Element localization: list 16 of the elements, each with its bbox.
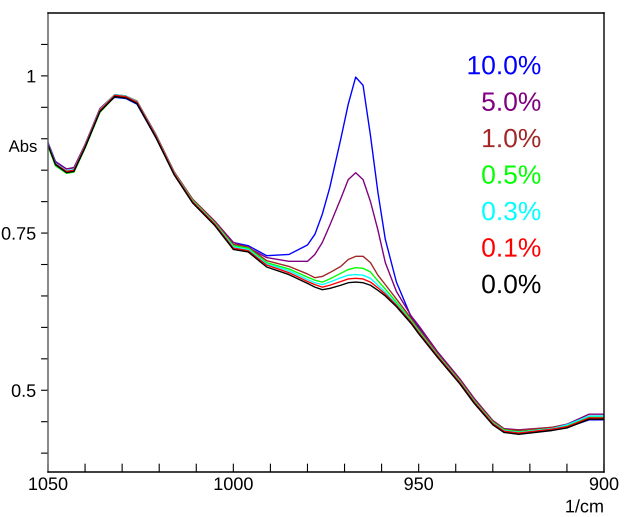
- text: 5.0%: [482, 92, 540, 111]
- y-axis-title: Abs: [8, 140, 37, 152]
- x-tick-label: 900: [590, 477, 618, 490]
- y-tick-label: 0.5: [12, 384, 36, 397]
- x-tick-label: 1050: [29, 477, 68, 490]
- x-tick-label: 1000: [214, 477, 253, 490]
- text: 10.0%: [468, 56, 540, 74]
- text: 0.1%: [482, 238, 540, 257]
- x-tick-label: 950: [404, 477, 434, 490]
- text: 1.0%: [483, 128, 540, 148]
- text: 0.5%: [482, 165, 540, 184]
- text: 0.0%: [482, 274, 540, 294]
- x-axis-title: 1/cm: [566, 499, 603, 513]
- y-tick-label: 0.75: [2, 227, 36, 240]
- text: 0.3%: [482, 202, 540, 220]
- y-tick-label: 1: [28, 70, 36, 82]
